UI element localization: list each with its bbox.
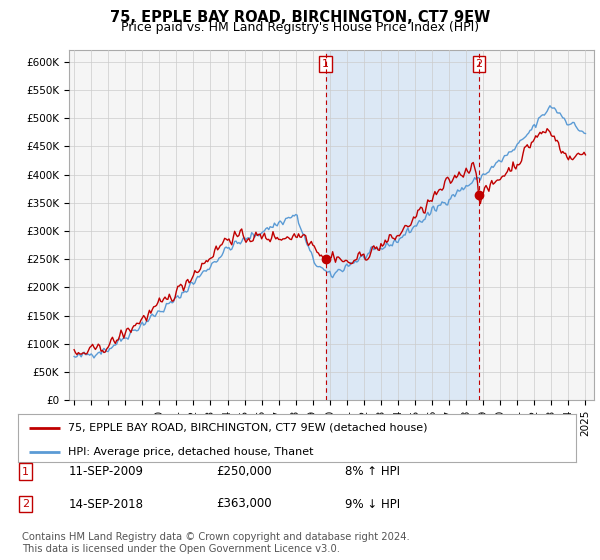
Text: 75, EPPLE BAY ROAD, BIRCHINGTON, CT7 9EW (detached house): 75, EPPLE BAY ROAD, BIRCHINGTON, CT7 9EW…	[68, 423, 428, 433]
Bar	[326, 50, 479, 400]
Text: 75, EPPLE BAY ROAD, BIRCHINGTON, CT7 9EW: 75, EPPLE BAY ROAD, BIRCHINGTON, CT7 9EW	[110, 10, 490, 25]
Text: 1: 1	[22, 466, 29, 477]
Text: 2: 2	[475, 59, 482, 69]
Text: £363,000: £363,000	[216, 497, 272, 511]
Text: 11-SEP-2009: 11-SEP-2009	[69, 465, 144, 478]
Text: £250,000: £250,000	[216, 465, 272, 478]
Text: Contains HM Land Registry data © Crown copyright and database right 2024.
This d: Contains HM Land Registry data © Crown c…	[22, 532, 410, 554]
Text: 14-SEP-2018: 14-SEP-2018	[69, 497, 144, 511]
Text: 2: 2	[22, 499, 29, 509]
Text: 8% ↑ HPI: 8% ↑ HPI	[345, 465, 400, 478]
Text: 1: 1	[322, 59, 329, 69]
Text: 9% ↓ HPI: 9% ↓ HPI	[345, 497, 400, 511]
Text: Price paid vs. HM Land Registry's House Price Index (HPI): Price paid vs. HM Land Registry's House …	[121, 21, 479, 34]
Text: HPI: Average price, detached house, Thanet: HPI: Average price, detached house, Than…	[68, 446, 314, 456]
